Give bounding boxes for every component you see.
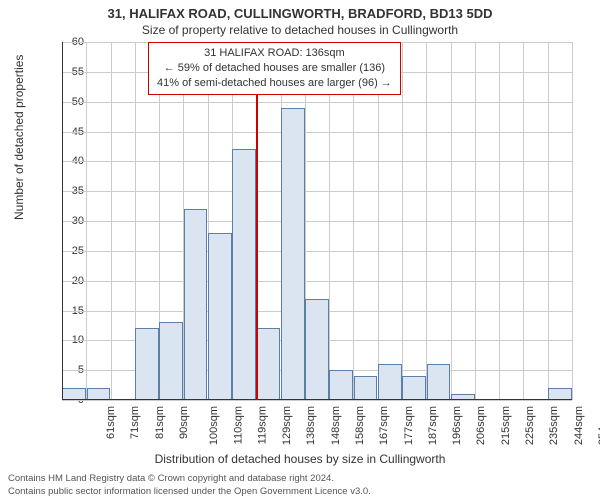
histogram-bar [329, 370, 353, 400]
grid-line-v [426, 42, 427, 400]
histogram-bar [208, 233, 232, 400]
x-tick-label: 81sqm [154, 406, 166, 439]
grid-line [62, 191, 572, 192]
grid-line-v [378, 42, 379, 400]
x-axis-line [62, 399, 572, 400]
grid-line [62, 251, 572, 252]
grid-line-v [329, 42, 330, 400]
x-tick-label: 187sqm [427, 406, 439, 445]
histogram-bar [281, 108, 305, 400]
x-tick-label: 177sqm [403, 406, 415, 445]
footer-line2: Contains public sector information licen… [8, 486, 371, 498]
x-tick-label: 244sqm [573, 406, 585, 445]
x-tick-label: 61sqm [105, 406, 117, 439]
x-tick-label: 129sqm [281, 406, 293, 445]
grid-line-v [353, 42, 354, 400]
histogram-bar [402, 376, 426, 400]
x-tick-label: 138sqm [306, 406, 318, 445]
x-tick-label: 235sqm [548, 406, 560, 445]
grid-line-v [523, 42, 524, 400]
x-tick-label: 196sqm [451, 406, 463, 445]
x-tick-label: 167sqm [378, 406, 390, 445]
y-axis-label: Number of detached properties [12, 55, 26, 220]
grid-line-v [548, 42, 549, 400]
plot-region [62, 42, 572, 400]
histogram-bar [159, 322, 183, 400]
x-tick-label: 119sqm [256, 406, 268, 444]
histogram-bar [305, 299, 329, 400]
x-tick-label: 100sqm [208, 406, 220, 445]
grid-line-v [86, 42, 87, 400]
chart-area [62, 42, 572, 400]
x-tick-label: 225sqm [524, 406, 536, 445]
chart-title: 31, HALIFAX ROAD, CULLINGWORTH, BRADFORD… [0, 0, 600, 21]
x-tick-label: 148sqm [330, 406, 342, 445]
grid-line-v [402, 42, 403, 400]
grid-line [62, 221, 572, 222]
histogram-bar [135, 328, 159, 400]
annotation-line1: 31 HALIFAX ROAD: 136sqm [157, 46, 392, 61]
histogram-bar [354, 376, 378, 400]
grid-line-v [451, 42, 452, 400]
grid-line [62, 102, 572, 103]
histogram-bar [257, 328, 281, 400]
grid-line-v [499, 42, 500, 400]
grid-line [62, 400, 572, 401]
x-tick-label: 110sqm [232, 406, 244, 444]
grid-line-v [572, 42, 573, 400]
x-tick-label: 90sqm [178, 406, 190, 439]
grid-line-v [111, 42, 112, 400]
histogram-bar [427, 364, 451, 400]
grid-line-v [475, 42, 476, 400]
footer-text: Contains HM Land Registry data © Crown c… [8, 473, 371, 498]
x-tick-label: 71sqm [129, 406, 141, 439]
reference-line [256, 42, 258, 400]
annotation-line2: ← 59% of detached houses are smaller (13… [157, 61, 392, 76]
chart-container: 31, HALIFAX ROAD, CULLINGWORTH, BRADFORD… [0, 0, 600, 500]
grid-line [62, 281, 572, 282]
histogram-bar [378, 364, 402, 400]
footer-line1: Contains HM Land Registry data © Crown c… [8, 473, 371, 485]
x-tick-label: 215sqm [500, 406, 512, 445]
grid-line [62, 161, 572, 162]
x-tick-label: 158sqm [354, 406, 366, 445]
histogram-bar [232, 149, 256, 400]
grid-line [62, 132, 572, 133]
histogram-bar [184, 209, 208, 400]
chart-subtitle: Size of property relative to detached ho… [0, 21, 600, 37]
x-axis-label: Distribution of detached houses by size … [0, 452, 600, 466]
x-tick-label: 206sqm [476, 406, 488, 445]
y-axis-line [62, 42, 63, 400]
annotation-box: 31 HALIFAX ROAD: 136sqm ← 59% of detache… [148, 42, 401, 95]
annotation-line3: 41% of semi-detached houses are larger (… [157, 76, 392, 91]
